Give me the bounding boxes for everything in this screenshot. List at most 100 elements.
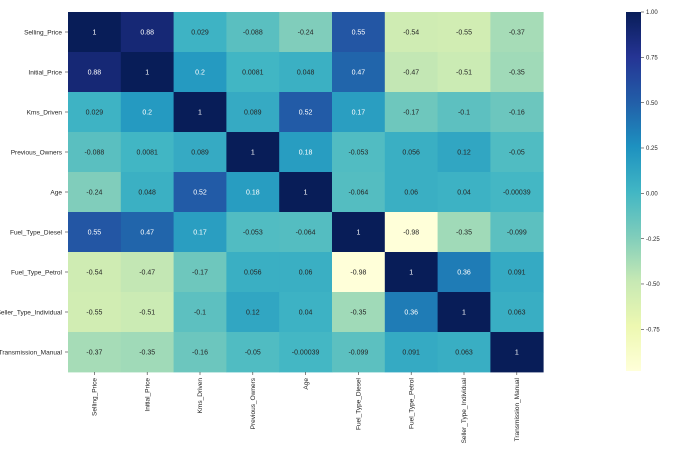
heatmap-cell <box>120 332 174 373</box>
colorbar-tick-label: 0.25 <box>646 146 658 152</box>
cell-value-label: 0.55 <box>352 30 366 37</box>
heatmap-cell <box>332 212 386 253</box>
colorbar-tick-label: 0.00 <box>646 192 658 198</box>
y-tick-label: Initial_Price <box>28 70 62 77</box>
heatmap-cell <box>226 12 280 53</box>
cell-value-label: -0.064 <box>348 190 368 197</box>
heatmap-cell <box>279 12 333 53</box>
cell-value-label: 0.06 <box>404 190 418 197</box>
cell-value-label: -0.16 <box>192 350 208 357</box>
cell-value-label: -0.37 <box>86 350 102 357</box>
y-tick-label: Transmission_Manual <box>0 350 63 357</box>
cell-value-label: -0.54 <box>86 270 102 277</box>
x-tick-label: Initial_Price <box>144 378 151 412</box>
cell-value-label: 1 <box>515 350 519 357</box>
cell-value-label: 0.06 <box>299 270 313 277</box>
heatmap-cell <box>437 132 491 173</box>
cell-value-label: 1 <box>198 110 202 117</box>
heatmap-cell <box>120 132 174 173</box>
heatmap-cell <box>437 92 491 133</box>
heatmap-cell <box>279 252 333 293</box>
cell-value-label: 0.04 <box>299 310 313 317</box>
cell-value-label: 1 <box>462 310 466 317</box>
heatmap-cell <box>120 52 174 93</box>
cell-value-label: 0.089 <box>244 110 262 117</box>
cell-value-label: -0.54 <box>403 30 419 37</box>
heatmap-cell <box>384 332 438 373</box>
heatmap-cell <box>490 92 544 133</box>
heatmap-cells <box>68 12 544 373</box>
cell-value-label: -0.37 <box>509 30 525 37</box>
heatmap-cell <box>332 52 386 93</box>
cell-value-label: -0.35 <box>509 70 525 77</box>
heatmap-cell <box>332 252 386 293</box>
cell-value-label: 1 <box>92 30 96 37</box>
heatmap-cell <box>384 212 438 253</box>
x-tick-label: Selling_Price <box>92 378 99 416</box>
heatmap-cell <box>384 252 438 293</box>
heatmap-cell <box>437 172 491 213</box>
heatmap-cell <box>279 172 333 213</box>
cell-value-label: 0.091 <box>508 270 526 277</box>
cell-value-label: -0.24 <box>86 190 102 197</box>
heatmap-cell <box>173 132 227 173</box>
cell-value-label: -0.064 <box>296 230 316 237</box>
cell-value-label: 0.063 <box>455 350 473 357</box>
heatmap-cell <box>384 12 438 53</box>
cell-value-label: 0.88 <box>88 70 102 77</box>
y-tick-label: Seller_Type_Individual <box>0 310 63 317</box>
cell-value-label: -0.17 <box>192 270 208 277</box>
heatmap-cell <box>332 292 386 333</box>
heatmap-cell <box>279 212 333 253</box>
heatmap-cell <box>490 292 544 333</box>
cell-value-label: -0.088 <box>84 150 104 157</box>
colorbar-tick-label: -0.75 <box>646 328 660 334</box>
heatmap-cell <box>490 212 544 253</box>
heatmap-cell <box>173 52 227 93</box>
heatmap-cell <box>120 252 174 293</box>
colorbar-gradient <box>626 12 641 371</box>
heatmap-cell <box>437 332 491 373</box>
heatmap-cell <box>332 12 386 53</box>
heatmap-cell <box>332 132 386 173</box>
cell-value-label: 0.52 <box>193 190 207 197</box>
cell-value-label: 0.36 <box>457 270 471 277</box>
heatmap-cell <box>384 52 438 93</box>
cell-value-label: 0.17 <box>352 110 366 117</box>
heatmap-cell <box>437 252 491 293</box>
heatmap-cell <box>226 212 280 253</box>
cell-value-label: -0.47 <box>139 270 155 277</box>
cell-value-label: 0.88 <box>140 30 154 37</box>
colorbar-tick-label: 0.75 <box>646 56 658 62</box>
cell-value-label: 0.52 <box>299 110 313 117</box>
cell-value-label: 0.47 <box>140 230 154 237</box>
cell-value-label: 0.17 <box>193 230 207 237</box>
heatmap-cell <box>279 292 333 333</box>
x-tick-label: Fuel_Type_Diesel <box>356 377 363 430</box>
x-tick-label: Transmission_Manual <box>514 377 521 441</box>
heatmap-cell <box>490 12 544 53</box>
cell-value-label: -0.55 <box>86 310 102 317</box>
cell-value-label: -0.088 <box>243 30 263 37</box>
heatmap-cell <box>68 212 122 253</box>
cell-value-label: 1 <box>251 150 255 157</box>
heatmap-cell <box>68 252 122 293</box>
colorbar: 1.00 0.75 0.50 0.25 0.00 -0.25 -0.50 -0.75 <box>626 10 660 371</box>
heatmap-cell <box>173 292 227 333</box>
x-tick-label: Kms_Driven <box>197 378 204 414</box>
cell-value-label: 1 <box>304 190 308 197</box>
cell-value-label: -0.053 <box>243 230 263 237</box>
heatmap-cell <box>437 292 491 333</box>
cell-value-label: 0.056 <box>244 270 262 277</box>
cell-value-label: -0.98 <box>350 270 366 277</box>
colorbar-tick-label: -0.50 <box>646 282 660 288</box>
cell-value-label: -0.00039 <box>292 350 320 357</box>
y-tick-label: Previous_Owners <box>11 150 63 157</box>
cell-value-label: 0.048 <box>138 190 156 197</box>
heatmap-cell <box>226 132 280 173</box>
y-tick-label: Selling_Price <box>24 30 62 37</box>
heatmap-cell <box>490 132 544 173</box>
heatmap-cell <box>68 92 122 133</box>
heatmap-cell <box>68 52 122 93</box>
heatmap-cell <box>173 12 227 53</box>
